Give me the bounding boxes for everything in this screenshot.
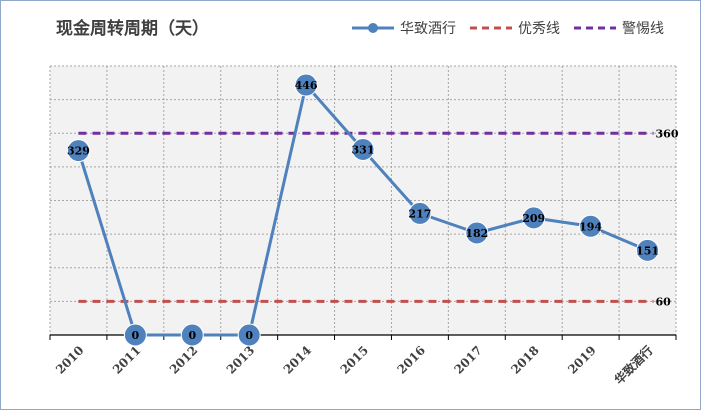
data-label: 446 — [295, 79, 318, 92]
data-label: 194 — [579, 220, 602, 233]
legend-marker-series — [352, 23, 394, 33]
data-point-marker — [180, 323, 204, 347]
data-label: 0 — [188, 329, 196, 342]
data-point-marker — [522, 206, 546, 230]
data-point-marker — [66, 139, 90, 163]
x-tick-label: 2012 — [167, 343, 201, 377]
x-tick-label: 2010 — [53, 343, 87, 377]
legend-marker-warning — [574, 26, 616, 30]
x-tick-label: 2019 — [565, 343, 599, 377]
data-label: 182 — [465, 227, 488, 240]
data-label: 217 — [408, 207, 431, 220]
x-tick-label: 2017 — [451, 343, 485, 377]
data-point-marker — [237, 323, 261, 347]
legend-item-excellent: 优秀线 — [470, 18, 560, 38]
legend-label-series: 华致酒行 — [400, 21, 456, 37]
data-label: 209 — [522, 212, 545, 225]
data-label: 331 — [352, 144, 375, 157]
x-tick-label: 2015 — [338, 343, 372, 377]
x-tick-label: 2018 — [508, 343, 542, 377]
x-tick-label: 2016 — [395, 343, 429, 377]
x-tick-label: 2011 — [110, 343, 144, 377]
data-point-marker — [351, 138, 375, 162]
reference-line-label: 60 — [656, 295, 672, 308]
data-label: 0 — [132, 329, 140, 342]
data-label: 151 — [636, 244, 659, 257]
data-point-marker — [465, 221, 489, 245]
reference-line-label: 360 — [656, 127, 679, 140]
x-tick-label: 华致酒行 — [611, 343, 656, 388]
chart-title: 现金周转周期（天） — [56, 19, 209, 39]
legend-marker-excellent — [470, 26, 512, 30]
legend-label-warning: 警惕线 — [622, 21, 664, 37]
x-tick-label: 2013 — [224, 343, 258, 377]
legend-item-warning: 警惕线 — [574, 18, 664, 38]
data-point-marker — [294, 73, 318, 97]
chart-legend: 华致酒行 优秀线 警惕线 — [352, 18, 664, 38]
data-label: 0 — [245, 329, 253, 342]
data-point-marker — [636, 238, 660, 262]
legend-item-series: 华致酒行 — [352, 18, 456, 38]
data-point-marker — [123, 323, 147, 347]
data-label: 329 — [67, 145, 90, 158]
data-point-marker — [579, 214, 603, 238]
data-point-marker — [408, 201, 432, 225]
legend-label-excellent: 优秀线 — [518, 21, 560, 37]
x-tick-label: 2014 — [281, 343, 315, 377]
